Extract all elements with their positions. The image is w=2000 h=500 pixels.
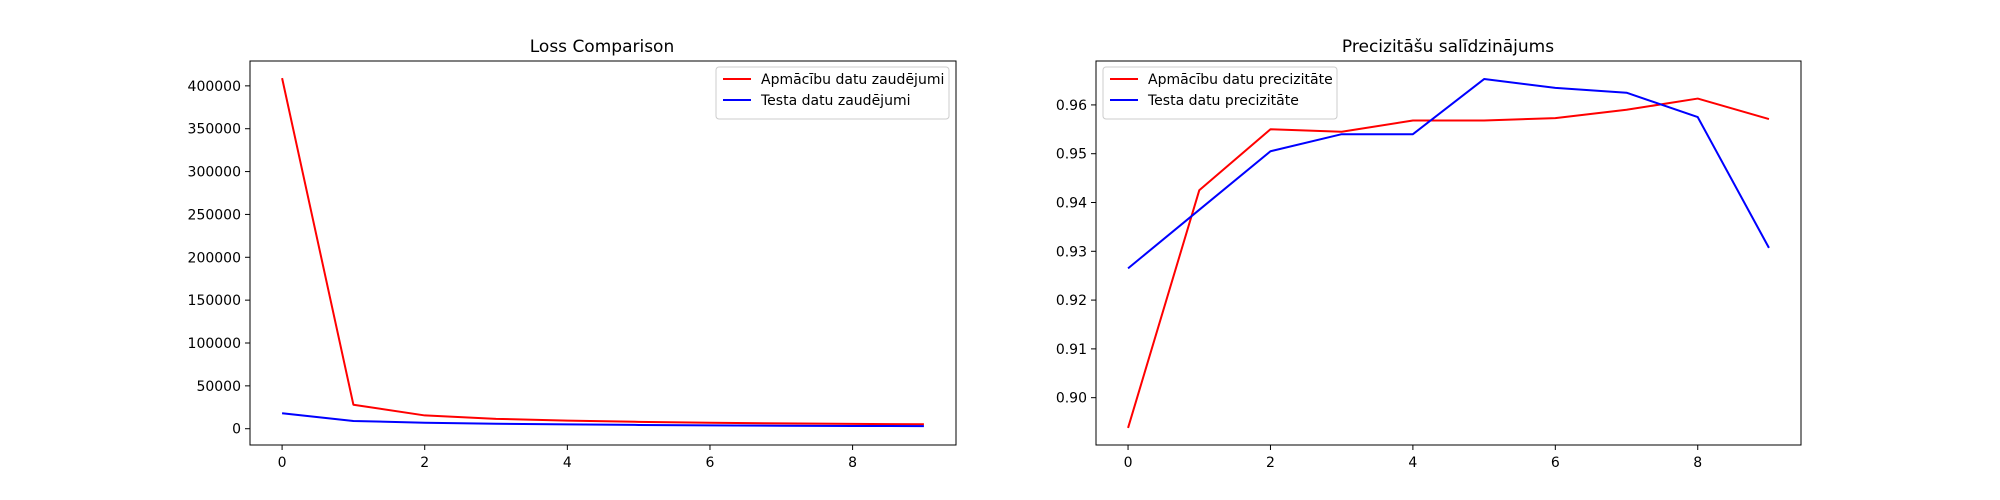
y-tick-label: 400000 <box>188 79 241 95</box>
y-tick-label: 0.95 <box>1056 147 1087 163</box>
x-tick-label: 6 <box>706 455 715 471</box>
x-tick-label: 4 <box>563 455 572 471</box>
x-tick-label: 0 <box>1124 455 1133 471</box>
y-tick-label: 250000 <box>188 207 241 223</box>
legend-label: Testa datu zaudējumi <box>760 93 910 109</box>
x-tick-label: 2 <box>1266 455 1275 471</box>
loss-comparison-chart: Loss Comparison 0 2 4 6 8 0 50000 100000 150000 2… <box>188 37 957 471</box>
y-tick-label: 350000 <box>188 122 241 138</box>
chart-title: Loss Comparison <box>530 37 674 57</box>
legend-label: Testa datu precizitāte <box>1147 93 1299 109</box>
y-tick-label: 100000 <box>188 336 241 352</box>
x-tick-label: 8 <box>1693 455 1702 471</box>
chart-title: Precizitāšu salīdzinājums <box>1342 37 1554 57</box>
y-tick-label: 50000 <box>196 379 241 395</box>
x-tick-label: 8 <box>848 455 857 471</box>
series-line-1 <box>281 412 924 428</box>
x-tick-label: 4 <box>1408 455 1417 471</box>
x-tick-label: 0 <box>278 455 287 471</box>
x-tick-label: 6 <box>1551 455 1560 471</box>
legend-label: Apmācību datu precizitāte <box>1148 72 1333 88</box>
y-tick-label: 200000 <box>188 250 241 266</box>
series-line-0 <box>281 77 924 426</box>
x-tick-label: 2 <box>420 455 429 471</box>
y-tick-label: 0.94 <box>1056 195 1087 211</box>
y-tick-label: 0.91 <box>1056 342 1087 358</box>
y-tick-label: 0.90 <box>1056 391 1087 407</box>
y-tick-label: 150000 <box>188 293 241 309</box>
y-tick-label: 300000 <box>188 165 241 181</box>
legend-box <box>715 66 950 120</box>
axes-frame <box>249 60 957 446</box>
legend-box <box>1102 66 1338 120</box>
y-tick-label: 0.93 <box>1056 244 1087 260</box>
accuracy-comparison-chart: Precizitāšu salīdzinājums 0 2 4 6 8 0.90 0.91 0… <box>1056 37 1802 471</box>
y-tick-label: 0.92 <box>1056 293 1087 309</box>
legend-label: Apmācību datu zaudējumi <box>761 72 944 88</box>
axes-frame <box>1095 60 1802 446</box>
y-tick-label: 0.96 <box>1056 98 1087 114</box>
y-tick-label: 0 <box>232 422 241 438</box>
series-line-1 <box>1127 78 1770 270</box>
